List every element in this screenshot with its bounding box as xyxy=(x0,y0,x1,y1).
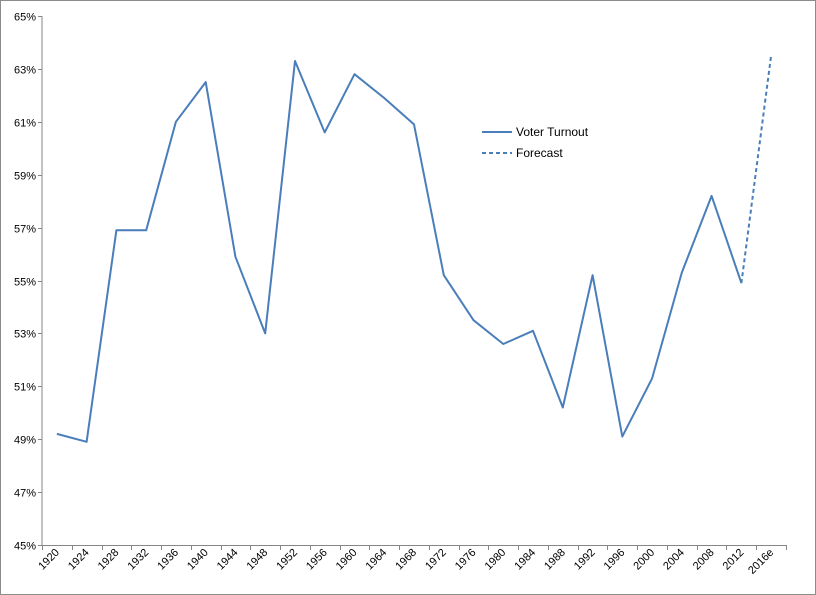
y-axis: 45% 47% 49% 51% 53% 55% 57% 59% 61% 63% 65% xyxy=(14,12,43,553)
y-tick-label: 61% xyxy=(14,118,36,130)
x-tick-label: 1964 xyxy=(364,547,390,573)
y-tick-label: 57% xyxy=(14,224,36,236)
x-tick-label: 1976 xyxy=(453,547,479,573)
x-tick-label: 2012 xyxy=(721,547,747,573)
y-tick-label: 49% xyxy=(14,435,36,447)
legend-label: Voter Turnout xyxy=(516,125,589,139)
x-tick-label: 1936 xyxy=(155,547,181,573)
x-tick-label: 1996 xyxy=(602,547,628,573)
y-tick-label: 55% xyxy=(14,277,36,289)
x-tick-label: 2004 xyxy=(661,547,687,573)
x-tick-label: 1956 xyxy=(304,547,330,573)
series-line-voter-turnout xyxy=(56,60,743,443)
x-tick-label: 1932 xyxy=(125,547,151,573)
x-tick-label: 1924 xyxy=(66,547,92,573)
x-tick-label: 1948 xyxy=(245,547,271,573)
y-tick-label: 63% xyxy=(14,65,36,77)
x-tick-label: 1920 xyxy=(36,547,62,573)
x-tick-label: 1984 xyxy=(512,547,538,573)
legend-label: Forecast xyxy=(516,146,563,160)
y-tick-label: 53% xyxy=(14,329,36,341)
x-tick-label: 1968 xyxy=(393,547,419,573)
x-tick-label: 1944 xyxy=(215,547,241,573)
x-tick-label: 1960 xyxy=(334,547,360,573)
series-line-forecast xyxy=(740,55,773,284)
x-tick-label: 1972 xyxy=(423,547,449,573)
legend: Voter Turnout Forecast xyxy=(482,125,589,160)
y-tick-label: 65% xyxy=(14,12,36,24)
x-tick-label: 2000 xyxy=(631,547,657,573)
x-tick-label: 1992 xyxy=(572,547,598,573)
x-tick-label: 2016e xyxy=(746,547,776,577)
x-tick-label: 1980 xyxy=(483,547,509,573)
x-tick-label: 1988 xyxy=(542,547,568,573)
x-tick-label: 1940 xyxy=(185,547,211,573)
y-tick-label: 47% xyxy=(14,488,36,500)
y-tick-label: 51% xyxy=(14,382,36,394)
x-axis: 1920 1924 1928 1932 1936 1940 1944 1948 1952 1956… xyxy=(36,545,787,577)
series-lines xyxy=(56,55,773,443)
x-tick-label: 1952 xyxy=(274,547,300,573)
x-tick-label: 2008 xyxy=(691,547,717,573)
y-tick-label: 45% xyxy=(14,541,36,553)
y-tick-label: 59% xyxy=(14,171,36,183)
x-tick-label: 1928 xyxy=(96,547,122,573)
